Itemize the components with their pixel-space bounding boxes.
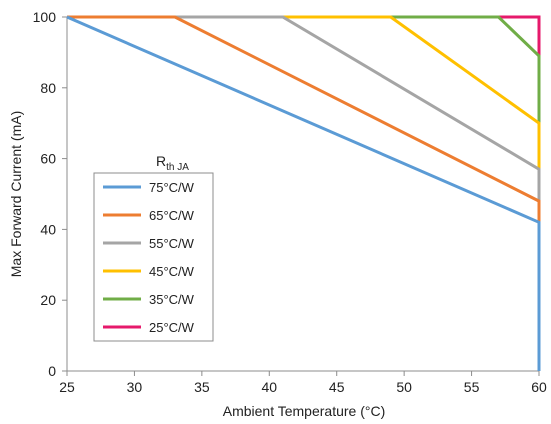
y-tick-label: 20 — [40, 292, 56, 308]
x-tick-label: 45 — [329, 379, 345, 395]
y-tick-label: 40 — [40, 221, 56, 237]
legend: Rth JA 75°C/W 65°C/W 55°C/W 45°C/W 35°C/W 25°C… — [93, 153, 214, 342]
y-tick-label: 60 — [40, 151, 56, 167]
legend-box — [93, 172, 214, 342]
series-line-25cw — [498, 15, 541, 56]
legend-label: 75°C/W — [149, 180, 195, 195]
y-tick-label: 100 — [33, 9, 57, 25]
series-line-55cw — [174, 15, 541, 202]
axes: 25 30 35 40 45 50 55 60 0 20 40 60 80 100 — [33, 9, 547, 395]
series-line-35cw — [390, 15, 541, 124]
x-tick-label: 55 — [464, 379, 480, 395]
legend-label: 65°C/W — [149, 208, 195, 223]
legend-label: 25°C/W — [149, 320, 195, 335]
series-line-65cw — [67, 15, 541, 223]
legend-label: 55°C/W — [149, 236, 195, 251]
legend-title: Rth JA — [156, 153, 189, 173]
x-tick-label: 40 — [261, 379, 277, 395]
legend-label: 45°C/W — [149, 264, 195, 279]
x-tick-label: 30 — [127, 379, 143, 395]
x-tick-label: 35 — [194, 379, 210, 395]
y-axis-title: Max Forward Current (mA) — [8, 111, 24, 277]
y-tick-label: 0 — [48, 363, 56, 379]
x-tick-label: 60 — [531, 379, 547, 395]
x-axis-title: Ambient Temperature (°C) — [223, 403, 386, 419]
series-line-45cw — [282, 15, 541, 170]
legend-label: 35°C/W — [149, 292, 195, 307]
series-line-75cw — [66, 15, 541, 371]
x-tick-label: 50 — [396, 379, 412, 395]
x-tick-label: 25 — [59, 379, 75, 395]
y-tick-label: 80 — [40, 80, 56, 96]
series-lines — [66, 15, 541, 371]
